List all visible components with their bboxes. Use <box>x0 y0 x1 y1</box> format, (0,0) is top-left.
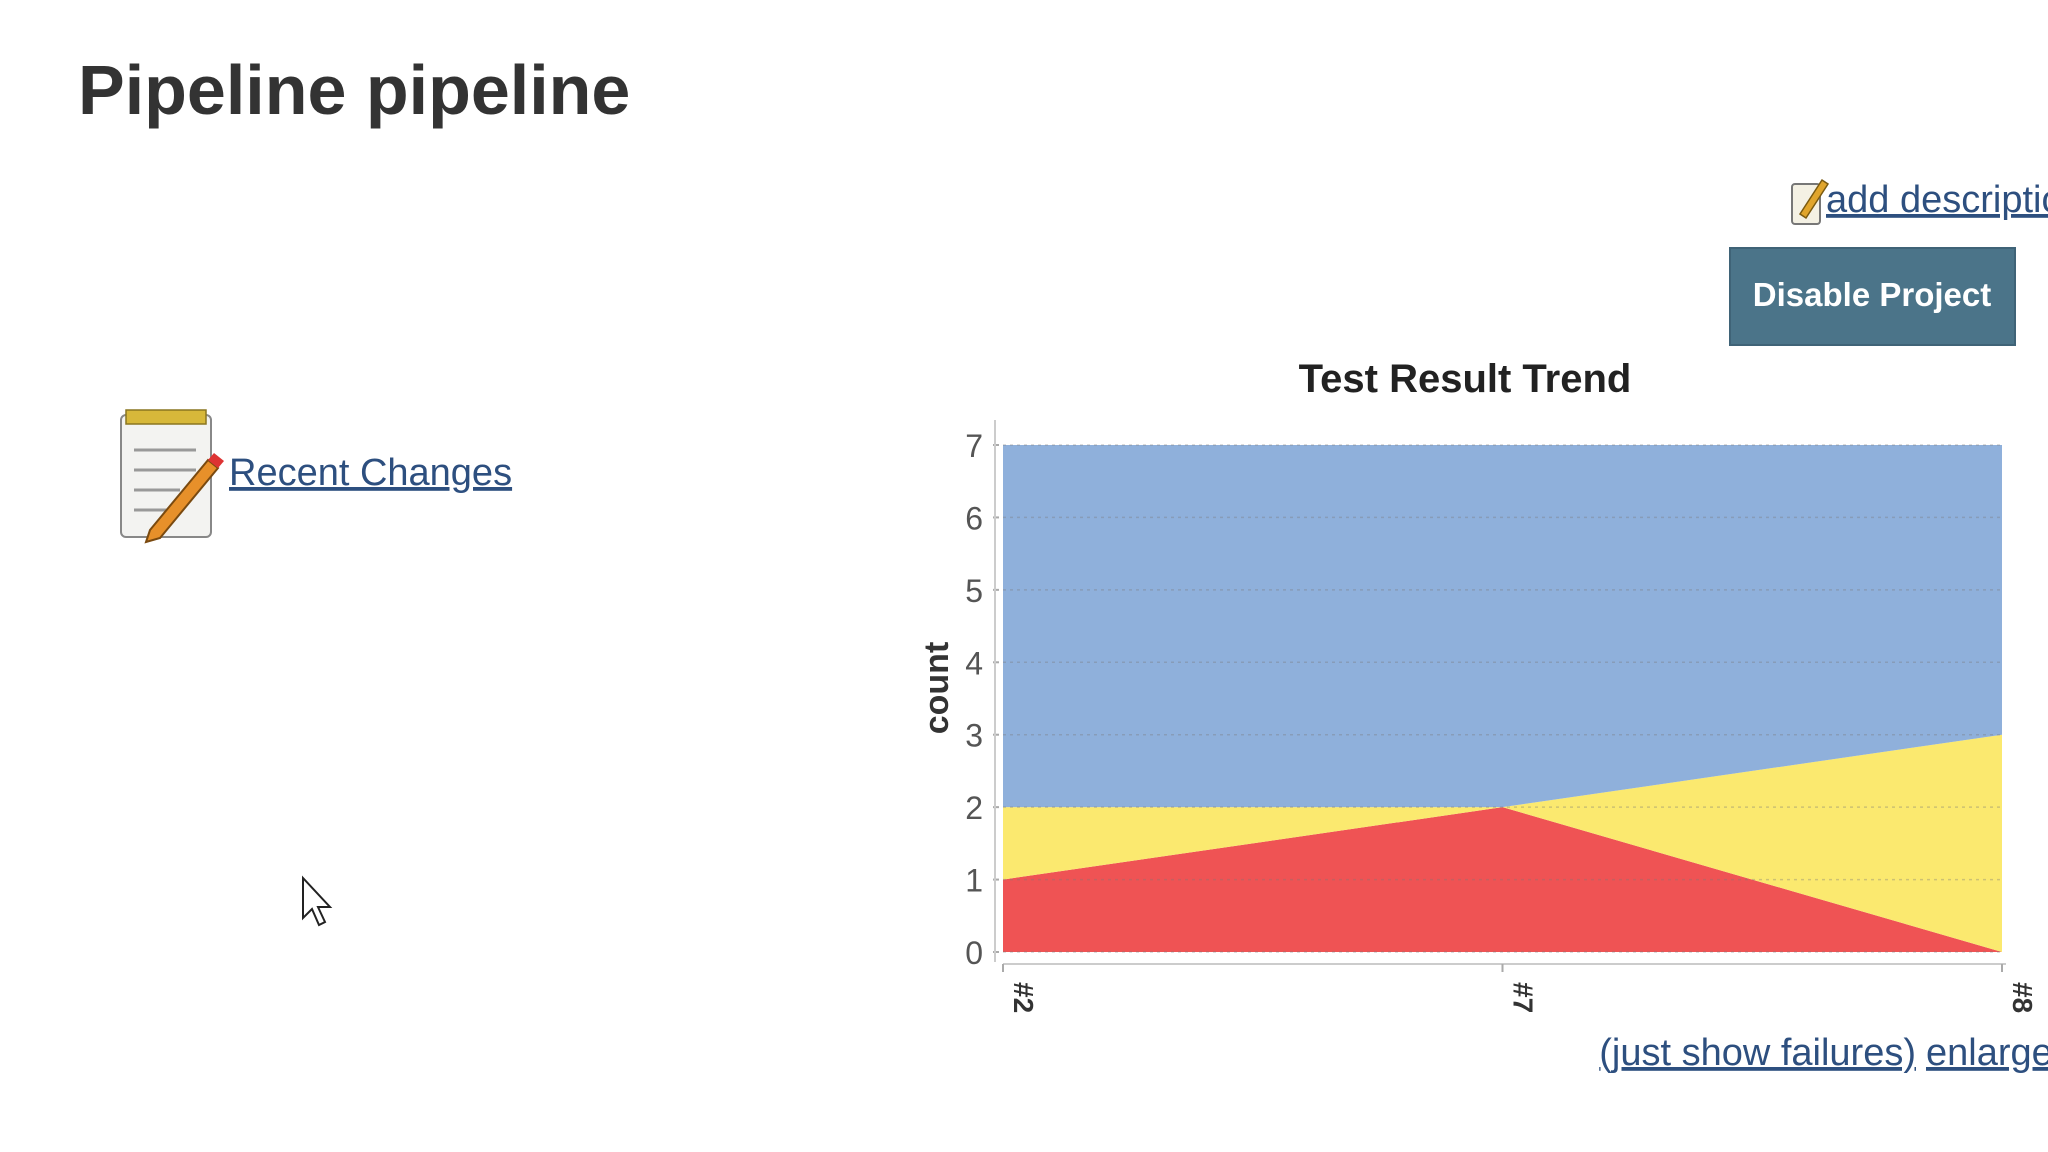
x-tick-label: #7 <box>1508 982 1539 1013</box>
disable-project-label[interactable]: Disable Project <box>1753 276 1991 313</box>
chart-title: Test Result Trend <box>1299 357 1632 401</box>
just-show-failures-link[interactable]: (just show failures) <box>1599 1032 1916 1074</box>
edit-icon <box>1791 178 1830 225</box>
x-tick-label: #2 <box>1008 982 1039 1013</box>
mouse-cursor <box>302 875 333 927</box>
add-description-link[interactable]: add description <box>1826 179 2048 221</box>
y-tick-label: 1 <box>965 863 983 899</box>
page-title: Pipeline pipeline <box>78 51 630 129</box>
recent-changes-link[interactable]: Recent Changes <box>229 452 512 494</box>
area <box>1003 734 2002 952</box>
area <box>1003 445 2002 808</box>
enlarge-link[interactable]: enlarge <box>1926 1032 2048 1074</box>
y-tick-label: 5 <box>965 573 983 609</box>
y-tick-label: 2 <box>965 790 983 826</box>
disable-project-button[interactable] <box>1729 247 2016 346</box>
area <box>1003 807 2002 952</box>
y-tick-label: 7 <box>965 428 983 464</box>
y-tick-label: 6 <box>965 500 983 536</box>
y-axis-label: count <box>918 642 956 735</box>
y-tick-label: 0 <box>965 935 983 971</box>
recent-changes-icon <box>120 409 224 544</box>
x-tick-label: #8 <box>2007 982 2038 1013</box>
y-tick-label: 3 <box>965 718 983 754</box>
y-tick-label: 4 <box>965 645 983 681</box>
